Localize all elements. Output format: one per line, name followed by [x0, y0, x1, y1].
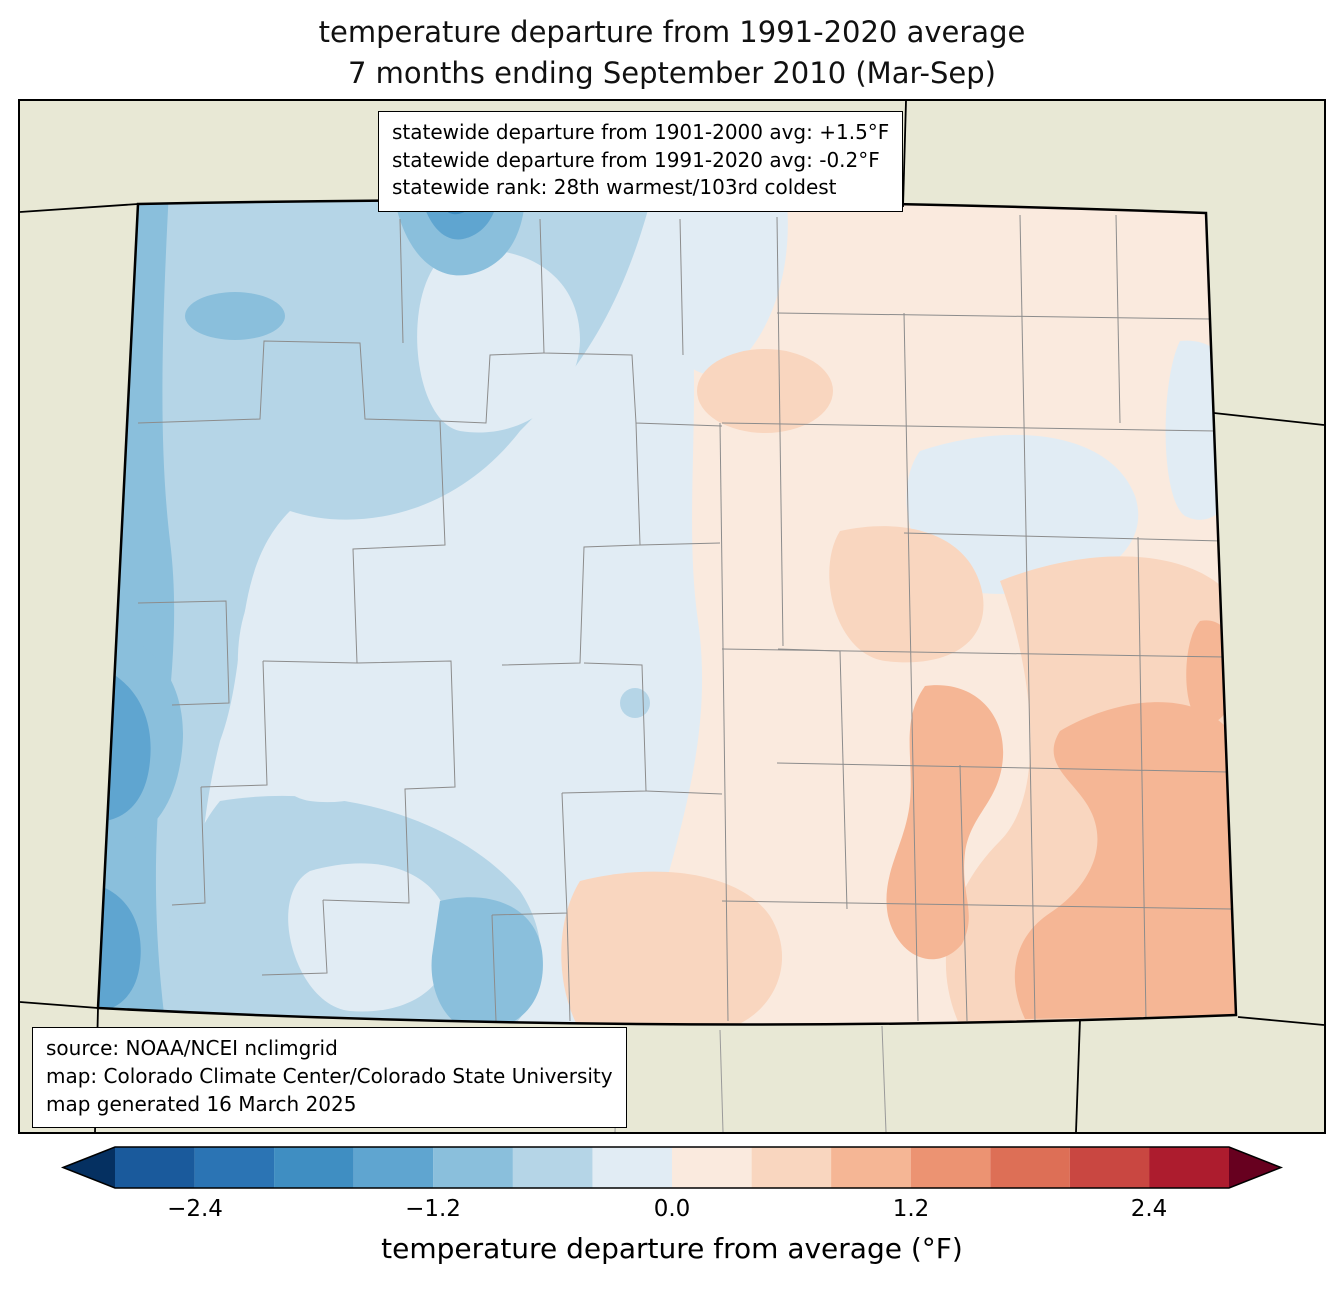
colorbar-axis-label: temperature departure from average (°F) [381, 1232, 963, 1266]
figure-title-line1: temperature departure from 1991-2020 ave… [318, 15, 1026, 49]
colorbar-area: −2.4 −1.2 0.0 1.2 2.4 temperature depart… [0, 1144, 1344, 1294]
colorbar-segments [63, 1147, 1281, 1189]
colorbar-tick-1_2: 1.2 [892, 1196, 930, 1223]
colorbar-right-arrow [1229, 1147, 1281, 1189]
county-boundaries [137, 215, 1232, 1022]
colorbar-tick-neg1_2: −1.2 [405, 1196, 461, 1223]
figure-title: temperature departure from 1991-2020 ave… [0, 0, 1344, 93]
source-line: source: NOAA/NCEI nclimgrid [46, 1036, 338, 1061]
figure-title-line2: 7 months ending September 2010 (Mar-Sep) [348, 55, 996, 90]
colorbar-tick-neg2_4: −2.4 [167, 1196, 223, 1223]
colorbar-outline [60, 1146, 1284, 1189]
stats-line-1991-2020: statewide departure from 1991-2020 avg: … [392, 147, 880, 172]
map-axes-frame: statewide departure from 1901-2000 avg: … [18, 99, 1326, 1135]
colorbar-tick-0_0: 0.0 [653, 1196, 691, 1223]
temperature-fill-regions [98, 200, 1236, 1025]
statewide-stats-box: statewide departure from 1901-2000 avg: … [378, 111, 904, 212]
generated-date-line: map generated 16 March 2025 [46, 1091, 357, 1116]
stats-line-1901-2000: statewide departure from 1901-2000 avg: … [392, 120, 890, 145]
colorbar-left-arrow [63, 1147, 115, 1189]
colorbar [60, 1146, 1284, 1189]
colorado-temperature-map [20, 101, 1324, 1133]
stats-line-rank: statewide rank: 28th warmest/103rd colde… [392, 175, 837, 200]
source-attribution-box: source: NOAA/NCEI nclimgrid map: Colorad… [32, 1027, 627, 1129]
colorbar-tick-2_4: 2.4 [1130, 1196, 1168, 1223]
neighbor-county-lines [614, 1026, 887, 1133]
map-credit-line: map: Colorado Climate Center/Colorado St… [46, 1064, 613, 1088]
